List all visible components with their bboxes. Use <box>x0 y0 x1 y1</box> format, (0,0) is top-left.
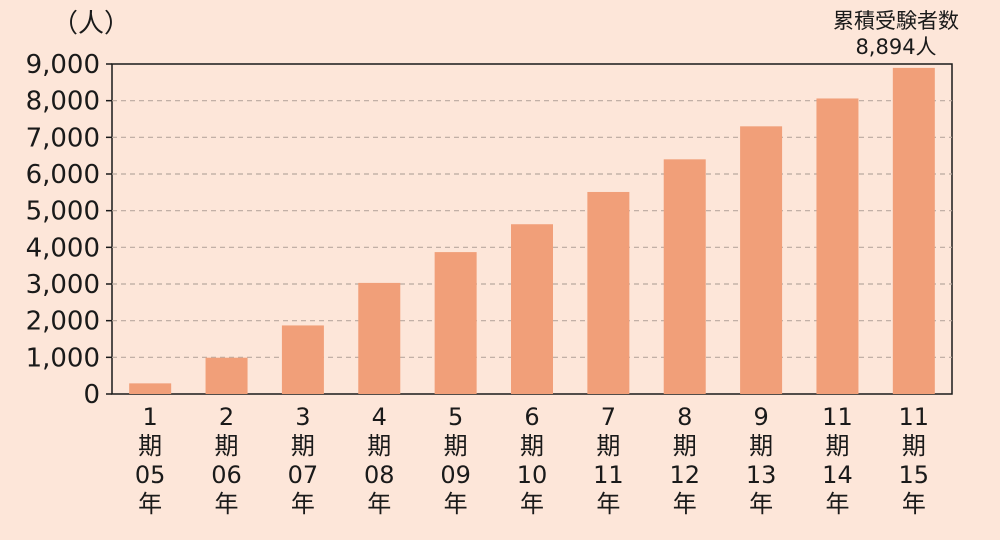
annotation-line2: 8,894人 <box>855 35 936 59</box>
x-tick-label-line: 年 <box>596 490 620 518</box>
bar <box>434 252 477 394</box>
y-tick-label: 8,000 <box>26 87 100 117</box>
x-tick-label-line: 7 <box>601 403 616 431</box>
x-tick-label-line: 05 <box>135 461 166 489</box>
x-tick-label-line: 13 <box>746 461 777 489</box>
grid-lines <box>112 100 952 358</box>
x-tick-label-line: 年 <box>902 490 926 518</box>
y-tick-label: 2,000 <box>26 307 100 337</box>
bar <box>511 224 553 394</box>
y-tick-label: 3,000 <box>26 270 100 300</box>
y-tick-label: 4,000 <box>26 233 100 263</box>
x-tick-label-line: 8 <box>677 403 692 431</box>
x-tick-label-line: 07 <box>288 461 319 489</box>
x-tick-label-line: 年 <box>520 490 544 518</box>
x-tick-label-line: 14 <box>822 461 853 489</box>
bar <box>129 383 172 394</box>
x-tick-label-line: 12 <box>669 461 700 489</box>
x-tick-label-line: 期 <box>749 432 773 460</box>
x-tick-label-line: 年 <box>215 490 239 518</box>
x-tick-label-line: 09 <box>440 461 471 489</box>
x-tick-label-line: 期 <box>520 432 544 460</box>
bars <box>129 67 935 395</box>
x-tick-label-line: 08 <box>364 461 395 489</box>
x-tick-label-line: 11 <box>593 461 624 489</box>
x-tick-label-line: 年 <box>444 490 468 518</box>
x-tick-label-line: 期 <box>215 432 239 460</box>
y-tick-label: 0 <box>83 380 100 410</box>
annotation-line1: 累積受験者数 <box>833 9 959 33</box>
x-tick-label-line: 期 <box>596 432 620 460</box>
y-tick-label: 1,000 <box>26 343 100 373</box>
x-tick-label-line: 年 <box>825 490 849 518</box>
x-tick-label-line: 2 <box>219 403 234 431</box>
x-tick-label-line: 4 <box>372 403 387 431</box>
x-tick-label-line: 06 <box>211 461 242 489</box>
x-tick-label-line: 期 <box>902 432 926 460</box>
x-axis-ticks: 1期05年2期06年3期07年4期08年5期09年6期10年7期11年8期12年… <box>135 403 929 518</box>
x-tick-label-line: 年 <box>749 490 773 518</box>
x-tick-label-line: 年 <box>291 490 315 518</box>
bar <box>816 98 859 394</box>
x-tick-label-line: 期 <box>673 432 697 460</box>
x-tick-label-line: 期 <box>825 432 849 460</box>
x-tick-label-line: 期 <box>367 432 391 460</box>
x-tick-label-line: 11 <box>899 403 930 431</box>
y-tick-label: 5,000 <box>26 197 100 227</box>
x-tick-label-line: 期 <box>444 432 468 460</box>
x-tick-label-line: 6 <box>524 403 539 431</box>
x-tick-label-line: 11 <box>822 403 853 431</box>
x-tick-label-line: 期 <box>291 432 315 460</box>
y-axis-unit-label: （人） <box>52 9 130 39</box>
x-tick-label-line: 10 <box>517 461 548 489</box>
bar <box>740 126 783 394</box>
x-tick-label-line: 15 <box>899 461 930 489</box>
y-tick-label: 9,000 <box>26 50 100 80</box>
x-tick-label-line: 期 <box>138 432 162 460</box>
x-tick-label-line: 年 <box>367 490 391 518</box>
bar <box>358 282 401 394</box>
x-tick-label-line: 1 <box>143 403 158 431</box>
bar <box>205 357 248 394</box>
bar <box>663 159 706 394</box>
y-tick-label: 6,000 <box>26 160 100 190</box>
x-tick-label-line: 年 <box>673 490 697 518</box>
x-tick-label-line: 9 <box>753 403 768 431</box>
bar <box>281 325 324 394</box>
bar <box>892 67 935 395</box>
x-tick-label-line: 3 <box>295 403 310 431</box>
x-tick-label-line: 年 <box>138 490 162 518</box>
y-tick-label: 7,000 <box>26 123 100 153</box>
y-axis-ticks: 0 1,000 2,000 3,000 4,000 5,000 6,000 7,000 8,00… <box>26 50 112 410</box>
x-tick-label-line: 5 <box>448 403 463 431</box>
bar <box>587 191 630 394</box>
